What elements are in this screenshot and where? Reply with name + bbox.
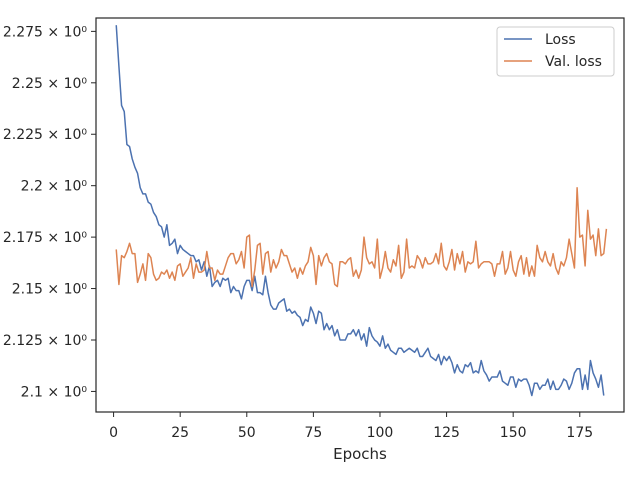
legend-label-1: Val. loss	[545, 54, 602, 70]
y-axis: 2.1 × 10⁰ 2.125 × 10⁰ 2.15 × 10⁰ 2.175 × 10…	[3, 24, 96, 400]
x-axis-title: Epochs	[333, 445, 387, 463]
series-line-0	[115, 25, 605, 397]
y-tick-label: 2.125 × 10⁰	[3, 333, 88, 349]
x-axis: 0 25 50 75 100 125 150 175	[109, 412, 593, 441]
chart-marks	[115, 25, 608, 397]
legend-label-0: Loss	[545, 32, 576, 48]
y-tick-label: 2.15 × 10⁰	[12, 282, 88, 298]
x-tick-label: 175	[566, 425, 593, 441]
x-tick-label: 25	[171, 425, 189, 441]
y-tick-label: 2.175 × 10⁰	[3, 230, 88, 246]
legend: Loss Val. loss	[496, 26, 615, 77]
x-tick-label: 100	[367, 425, 394, 441]
x-tick-label: 125	[433, 425, 460, 441]
y-tick-label: 2.1 × 10⁰	[21, 384, 88, 400]
y-tick-label: 2.225 × 10⁰	[3, 127, 88, 143]
x-tick-label: 50	[238, 425, 256, 441]
y-tick-label: 2.2 × 10⁰	[21, 179, 88, 195]
x-tick-label: 75	[304, 425, 322, 441]
x-tick-label: 0	[109, 425, 118, 441]
y-tick-label: 2.275 × 10⁰	[3, 24, 88, 40]
plot-frame	[95, 17, 625, 413]
y-tick-label: 2.25 × 10⁰	[12, 76, 88, 92]
series-line-1	[115, 186, 608, 288]
x-tick-label: 150	[500, 425, 527, 441]
